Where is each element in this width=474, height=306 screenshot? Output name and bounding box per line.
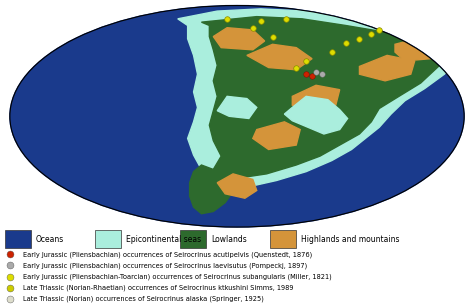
Polygon shape xyxy=(253,122,300,150)
Polygon shape xyxy=(190,165,237,214)
Polygon shape xyxy=(395,36,438,61)
Text: Early Jurassic (Pliensbachian-Toarcian) occurrences of Seirocrinus subangularis : Early Jurassic (Pliensbachian-Toarcian) … xyxy=(23,273,331,280)
Polygon shape xyxy=(201,17,438,181)
Polygon shape xyxy=(217,174,257,198)
Ellipse shape xyxy=(10,6,464,227)
Text: Lowlands: Lowlands xyxy=(211,235,246,244)
Polygon shape xyxy=(213,28,264,50)
Polygon shape xyxy=(217,96,257,118)
Text: Early Jurassic (Pliensbachian) occurrences of Seirocrinus acutipelvis (Quenstedt: Early Jurassic (Pliensbachian) occurrenc… xyxy=(23,251,312,258)
Polygon shape xyxy=(178,9,458,192)
Text: Late Triassic (Norian) occurrences of Seirocrinus alaska (Springer, 1925): Late Triassic (Norian) occurrences of Se… xyxy=(23,296,264,302)
FancyBboxPatch shape xyxy=(5,230,31,248)
FancyBboxPatch shape xyxy=(95,230,121,248)
Polygon shape xyxy=(359,55,415,81)
FancyBboxPatch shape xyxy=(180,230,206,248)
FancyBboxPatch shape xyxy=(270,230,296,248)
Ellipse shape xyxy=(10,6,464,227)
Polygon shape xyxy=(247,44,312,70)
Polygon shape xyxy=(284,96,347,134)
Text: Early Jurassic (Pliensbachian) occurrences of Seirocrinus laevisutus (Pompeckj, : Early Jurassic (Pliensbachian) occurrenc… xyxy=(23,262,307,269)
Text: Late Triassic (Norian-Rhaetian) occurrences of Seirocrinus ktkushini Simms, 1989: Late Triassic (Norian-Rhaetian) occurren… xyxy=(23,285,293,291)
Text: Oceans: Oceans xyxy=(36,235,64,244)
Text: Highlands and mountains: Highlands and mountains xyxy=(301,235,400,244)
Polygon shape xyxy=(292,85,340,112)
Text: Epicontinental seas: Epicontinental seas xyxy=(126,235,201,244)
